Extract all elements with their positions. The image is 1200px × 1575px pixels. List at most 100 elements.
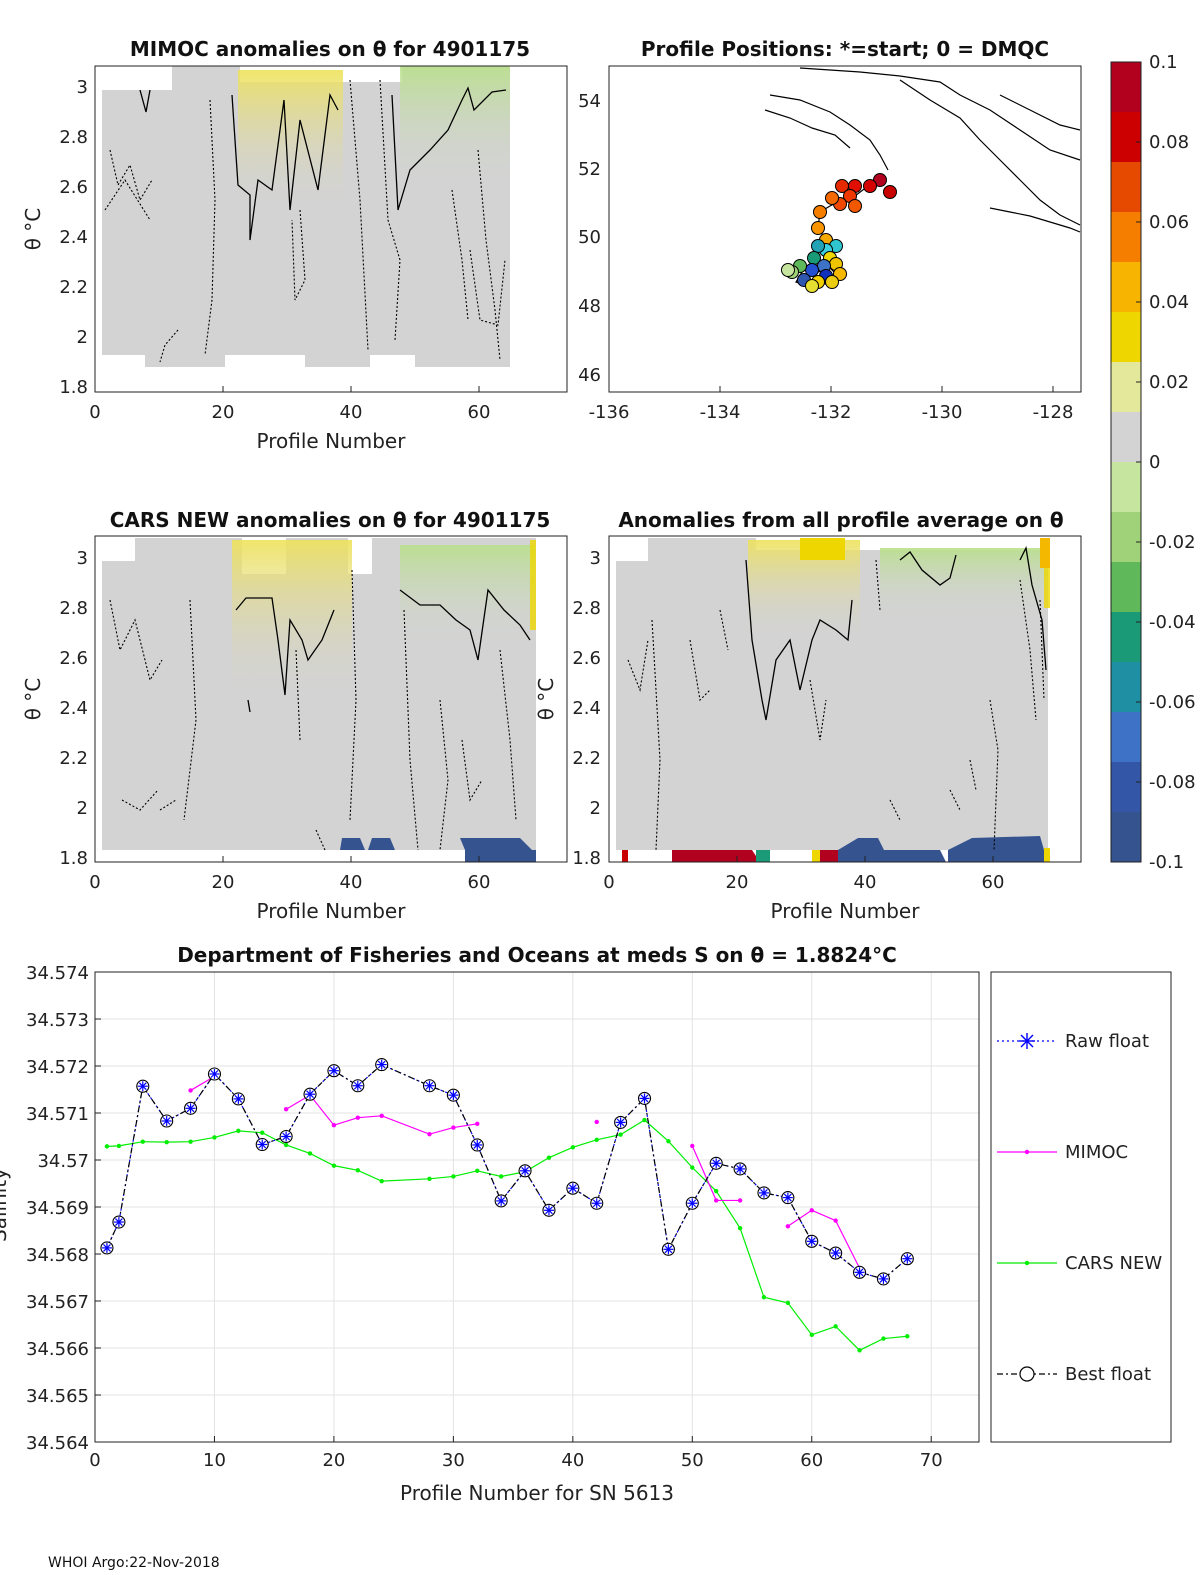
data-point-mimoc: [355, 1115, 361, 1120]
data-point-cars-new: [355, 1168, 361, 1173]
mimoc-ytick: 3: [77, 77, 88, 98]
positions-ytick: 52: [578, 159, 601, 180]
mimoc-ytick: 2.4: [59, 227, 88, 248]
data-point-cars-new: [761, 1295, 767, 1300]
mimoc-xtick: 60: [468, 402, 491, 423]
cars-ytick: 2.6: [59, 648, 88, 669]
cars-xtick: 60: [468, 872, 491, 893]
data-point-cars-new: [713, 1188, 719, 1194]
avg-ytick: 2.8: [572, 598, 601, 619]
data-point-mimoc: [188, 1088, 193, 1093]
mimoc-xtick: 40: [340, 402, 363, 423]
cars-xtick: 20: [212, 872, 235, 893]
colorbar-tick-label: 0.1: [1149, 52, 1178, 73]
data-point-mimoc: [379, 1113, 384, 1119]
colorbar-tick-label: -0.08: [1149, 772, 1196, 793]
cars-ytick: 2.4: [59, 698, 88, 719]
data-point-best-float: [637, 1091, 652, 1105]
data-point-cars-new: [857, 1348, 862, 1353]
cars-ytick: 3: [77, 548, 88, 569]
data-point-cars-new: [236, 1128, 241, 1134]
colorbar-segment: [1111, 362, 1141, 413]
series-line-raw-float: [106, 1063, 908, 1280]
data-point-cars-new: [905, 1334, 910, 1339]
colorbar-segment: [1111, 112, 1141, 163]
mimoc-xtick: 0: [89, 402, 100, 423]
avg-xtick: 60: [982, 872, 1005, 893]
salinity-xlabel: Profile Number for SN 5613: [400, 1481, 674, 1505]
colorbar-segment: [1111, 612, 1141, 663]
data-point-cars-new: [642, 1117, 647, 1123]
cars-ytick: 2.8: [59, 598, 88, 619]
mimoc-y-ticks: 3 2.8 2.6 2.4 2.2 2 1.8: [59, 77, 88, 398]
salinity-ytick: 34.566: [26, 1339, 89, 1360]
legend-label: MIMOC: [1065, 1142, 1128, 1163]
footer-credit: WHOI Argo:22-Nov-2018: [48, 1555, 220, 1571]
data-point-best-float: [231, 1092, 245, 1106]
cars-y-ticks: 3 2.8 2.6 2.4 2.2 2 1.8: [59, 548, 88, 869]
data-point-best-float: [709, 1156, 723, 1170]
data-point-mimoc: [451, 1125, 456, 1130]
data-point-cars-new: [307, 1151, 313, 1156]
data-point-mimoc: [690, 1143, 695, 1149]
legend-entry-mimoc: MIMOC: [997, 1142, 1128, 1163]
data-point-best-float: [876, 1272, 890, 1286]
salinity-xtick: 50: [681, 1450, 704, 1471]
cars-title: CARS NEW anomalies on θ for 4901175: [110, 508, 551, 532]
data-point-best-float: [661, 1242, 675, 1256]
colorbar-segment: [1111, 312, 1141, 363]
data-point-cars-new: [475, 1168, 480, 1174]
data-point-best-float: [590, 1196, 604, 1210]
data-point-cars-new: [331, 1163, 337, 1168]
salinity-ytick: 34.57: [37, 1151, 89, 1172]
colorbar-tick-label: -0.06: [1149, 692, 1196, 713]
salinity-title: Department of Fisheries and Oceans at me…: [177, 943, 897, 967]
avg-panel: Anomalies from all profile average on θ …: [534, 508, 1082, 923]
salinity-chart: Department of Fisheries and Oceans at me…: [0, 943, 980, 1505]
mimoc-xtick: 20: [212, 402, 235, 423]
data-point-cars-new: [260, 1130, 265, 1135]
avg-ytick: 2.2: [572, 748, 601, 769]
data-point-cars-new: [498, 1174, 504, 1179]
asterisk-icon: [1019, 1033, 1035, 1049]
mimoc-title: MIMOC anomalies on θ for 4901175: [130, 37, 530, 61]
data-point-best-float: [829, 1246, 843, 1260]
avg-xtick: 20: [726, 872, 749, 893]
avg-xlabel: Profile Number: [771, 899, 921, 923]
positions-x-ticks: -136 -134 -132 -130 -128: [589, 386, 1073, 423]
cars-xlabel: Profile Number: [257, 899, 407, 923]
data-point-mimoc: [331, 1123, 337, 1128]
cars-ytick: 2: [77, 798, 88, 819]
cars-xtick: 40: [340, 872, 363, 893]
data-point-cars-new: [164, 1139, 169, 1145]
avg-ytick: 3: [590, 548, 601, 569]
data-point-best-float: [733, 1162, 747, 1176]
data-point-best-float: [112, 1215, 126, 1229]
salinity-ytick: 34.573: [26, 1010, 89, 1031]
data-point-cars-new: [594, 1137, 599, 1142]
positions-ytick: 54: [578, 91, 601, 112]
salinity-ytick: 34.569: [26, 1198, 89, 1219]
data-point-best-float: [566, 1181, 580, 1195]
cars-ytick: 1.8: [59, 848, 88, 869]
data-point-cars-new: [379, 1178, 384, 1184]
colorbar-segment: [1111, 762, 1141, 813]
mimoc-ytick: 2.8: [59, 127, 88, 148]
data-point-cars-new: [546, 1155, 552, 1160]
mimoc-ytick: 2: [77, 327, 88, 348]
positions-xtick: -136: [589, 402, 630, 423]
avg-anomaly-field: [616, 538, 1050, 862]
salinity-ytick: 34.567: [26, 1292, 89, 1313]
data-point-best-float: [900, 1252, 914, 1266]
data-point-best-float: [757, 1186, 771, 1200]
avg-xtick: 40: [854, 872, 877, 893]
avg-x-ticks: 0 20 40 60: [603, 856, 1004, 893]
data-point-cars-new: [570, 1145, 576, 1150]
colorbar-segment: [1111, 462, 1141, 513]
data-point-cars-new: [690, 1165, 695, 1170]
cars-ylabel: θ °C: [21, 678, 45, 721]
data-point-best-float: [351, 1079, 365, 1093]
avg-ytick: 2.6: [572, 648, 601, 669]
mimoc-ytick: 2.2: [59, 277, 88, 298]
